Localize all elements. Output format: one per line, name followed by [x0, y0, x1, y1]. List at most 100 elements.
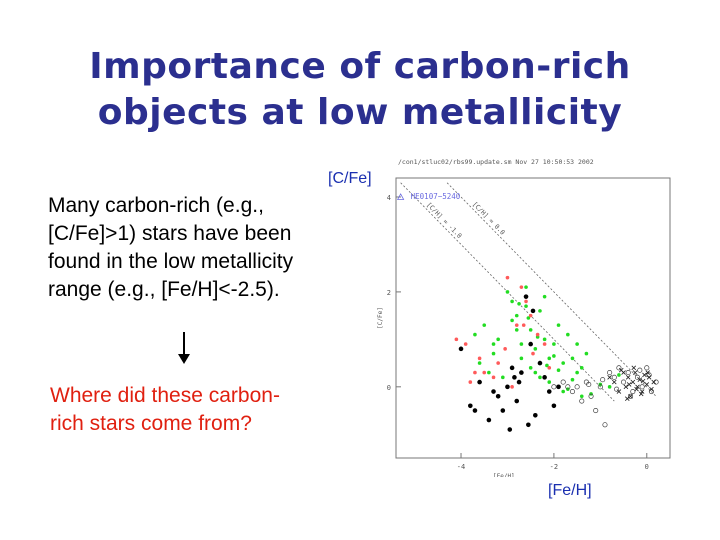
data-point	[630, 389, 636, 395]
body-line: range (e.g., [Fe/H]<-2.5).	[48, 278, 280, 301]
data-point	[491, 389, 496, 394]
data-point	[552, 342, 556, 346]
data-point	[639, 389, 645, 394]
data-point	[570, 377, 575, 382]
plot-header: /con1/stluc02/rbs99.update.sm Nov 27 10:…	[398, 158, 594, 166]
data-point	[616, 389, 622, 394]
data-point	[535, 332, 540, 337]
data-point	[505, 384, 510, 390]
data-point	[501, 375, 505, 380]
data-point	[473, 370, 477, 375]
data-point	[644, 365, 650, 371]
data-point	[602, 422, 608, 428]
data-point	[632, 370, 638, 375]
body-line: [C/Fe]>1) stars have been	[48, 222, 292, 245]
data-point	[519, 342, 524, 346]
data-point	[579, 366, 584, 370]
scatter-plot: /con1/stluc02/rbs99.update.sm Nov 27 10:…	[372, 152, 682, 477]
data-point	[512, 375, 517, 380]
y-axis-caption: [C/Fe]	[328, 170, 372, 187]
data-point	[634, 374, 641, 380]
data-point	[526, 316, 531, 320]
data-point	[528, 341, 533, 347]
data-point	[533, 412, 538, 418]
reference-line-label: [C/H] = -1.0	[425, 201, 464, 240]
data-point	[519, 285, 524, 289]
data-point	[621, 379, 627, 385]
data-point	[473, 332, 477, 337]
data-point	[538, 309, 542, 313]
data-point	[496, 361, 500, 365]
data-point	[458, 346, 464, 352]
data-point	[617, 373, 621, 377]
data-point	[640, 378, 646, 384]
data-point	[546, 389, 552, 394]
data-point	[561, 389, 565, 394]
data-point	[642, 372, 647, 378]
data-point	[507, 427, 513, 432]
data-point	[607, 375, 612, 380]
data-point	[551, 403, 557, 409]
data-point	[651, 379, 657, 385]
data-point	[496, 337, 500, 342]
data-point	[542, 294, 547, 299]
reference-line	[446, 182, 657, 397]
data-point	[537, 360, 543, 366]
data-point	[625, 370, 631, 376]
data-point	[500, 408, 506, 413]
question-text: Where did these carbon- rich stars come …	[50, 382, 340, 438]
data-point	[575, 342, 579, 346]
data-point	[524, 299, 528, 304]
data-point	[627, 393, 634, 399]
data-point	[579, 398, 585, 404]
data-point	[586, 381, 592, 387]
data-point	[524, 304, 528, 308]
data-point	[616, 365, 622, 371]
data-point	[634, 386, 639, 392]
data-point	[524, 285, 528, 289]
data-point	[528, 313, 533, 318]
data-point	[505, 290, 510, 294]
data-point	[556, 323, 561, 327]
reference-line-label: [C/H] = 0.0	[471, 200, 507, 236]
data-point	[477, 379, 482, 385]
plot-frame	[395, 177, 671, 459]
data-point	[472, 408, 478, 413]
data-point	[526, 422, 531, 428]
data-point	[487, 370, 491, 375]
data-point	[574, 384, 580, 390]
data-point	[646, 375, 652, 380]
data-point	[635, 384, 640, 390]
x-tick-label: -2	[550, 463, 558, 471]
data-point	[607, 385, 612, 389]
data-point	[510, 318, 514, 323]
data-point	[566, 332, 570, 337]
data-point	[454, 337, 459, 342]
data-point	[468, 403, 473, 409]
data-point	[477, 361, 482, 365]
data-point	[542, 342, 547, 346]
data-point	[542, 337, 547, 342]
data-point	[624, 396, 630, 401]
data-point	[645, 370, 650, 375]
data-point	[556, 384, 561, 390]
data-point	[491, 342, 496, 346]
body-line: found in the low metallicity	[48, 250, 294, 273]
data-point	[565, 384, 571, 390]
data-point	[517, 301, 521, 306]
data-point	[649, 386, 654, 392]
data-point	[611, 379, 617, 385]
data-point	[477, 356, 482, 361]
data-point	[514, 323, 519, 327]
data-point	[625, 375, 631, 380]
slide-title: Importance of carbon-rich objects at low…	[60, 44, 660, 136]
data-point	[597, 384, 603, 390]
data-point	[626, 382, 632, 387]
data-point	[607, 370, 613, 376]
data-point	[509, 365, 515, 371]
data-point	[588, 393, 594, 399]
data-point	[463, 342, 468, 346]
data-point	[552, 354, 556, 358]
data-point	[637, 377, 643, 382]
question-line: Where did these carbon-	[50, 384, 280, 407]
